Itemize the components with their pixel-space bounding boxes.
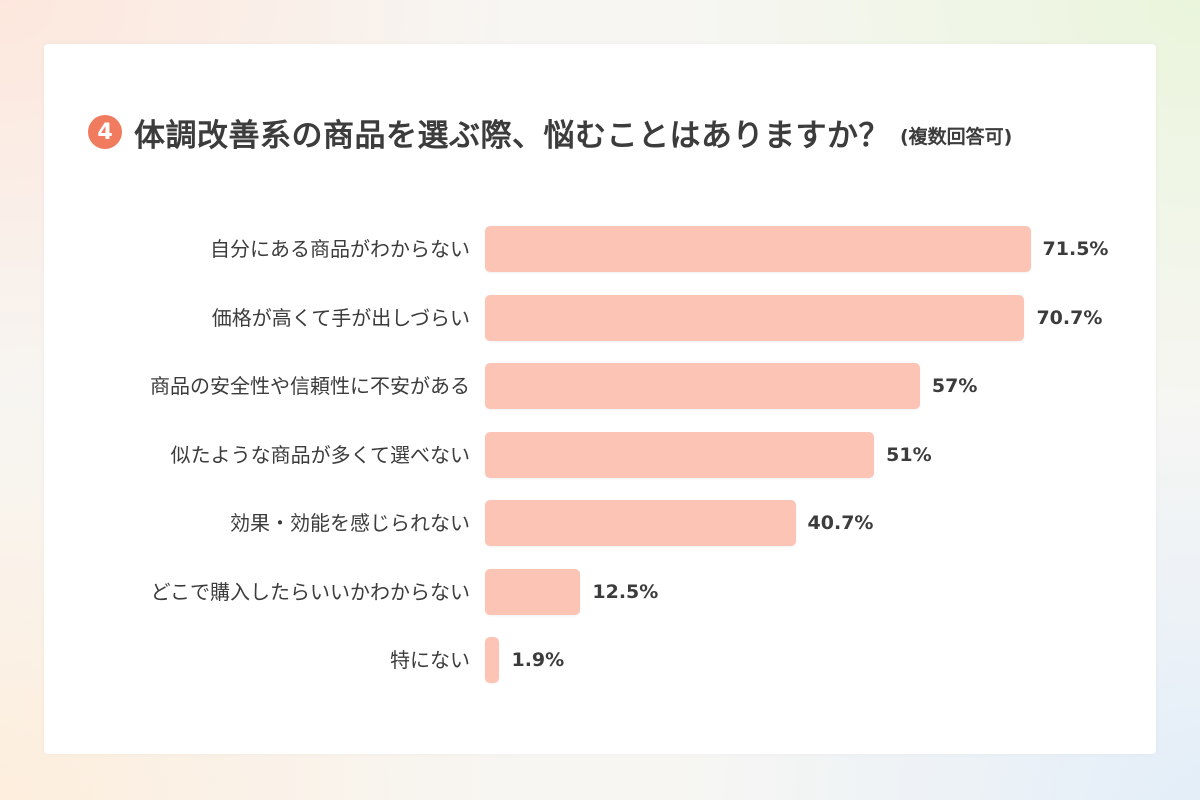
bar <box>485 637 500 683</box>
data-label: 70.7% <box>1036 306 1103 329</box>
bar <box>485 431 875 478</box>
category-label: 似たような商品が多くて選べない <box>170 442 470 467</box>
bar <box>485 500 796 546</box>
bar <box>485 568 581 615</box>
category-label: 効果・効能を感じられない <box>230 511 470 535</box>
data-label: 1.9% <box>511 649 565 671</box>
question-header: 4 体調改善系の商品を選ぶ際、悩むことはありますか？ (複数回答可) <box>88 108 1012 156</box>
data-label: 57% <box>931 375 978 397</box>
multiple-answer-note: (複数回答可) <box>900 125 1013 148</box>
category-label: どこで購入したらいいかわからない <box>150 579 470 604</box>
category-label: 特にない <box>390 648 470 672</box>
chart-title: 体調改善系の商品を選ぶ際、悩むことはありますか？ <box>134 117 890 154</box>
bar <box>485 363 920 409</box>
data-label: 51% <box>886 443 932 466</box>
category-label: 商品の安全性や信頼性に不安がある <box>150 374 470 398</box>
bar <box>485 294 1025 341</box>
question-number-badge: 4 <box>88 115 122 149</box>
bar <box>485 226 1031 272</box>
data-label: 12.5% <box>592 580 659 603</box>
data-label: 40.7% <box>807 512 874 534</box>
data-label: 71.5% <box>1042 238 1109 260</box>
category-label: 価格が高くて手が出しづらい <box>211 305 470 330</box>
category-label: 自分にある商品がわからない <box>210 237 470 261</box>
